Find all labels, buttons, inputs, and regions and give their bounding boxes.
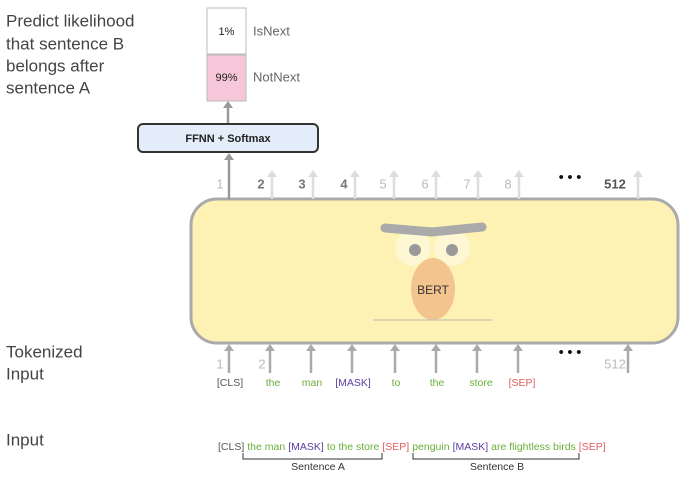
arrow-head (472, 344, 482, 351)
position-label: 1 (216, 356, 223, 371)
arrow-head (390, 344, 400, 351)
bracket (242, 453, 383, 460)
arrow-head (347, 344, 357, 351)
token: [CLS] (217, 377, 243, 389)
input-segment: [SEP] (579, 441, 606, 453)
output-label: IsNext (253, 23, 290, 38)
eye (409, 244, 421, 256)
caption-line: sentence A (6, 78, 91, 97)
position-label: 2 (258, 356, 265, 371)
output-box (206, 54, 247, 102)
arrow-head (473, 170, 483, 177)
output-value: 1% (219, 26, 235, 38)
position-label: 512 (604, 356, 626, 371)
output-label: NotNext (253, 69, 300, 84)
token: the (430, 377, 445, 389)
position-label: 6 (421, 176, 428, 191)
arrow-head (224, 344, 234, 351)
arrow-head (350, 170, 360, 177)
input-segment: to the store (327, 441, 380, 453)
arrow-head (514, 170, 524, 177)
arrow-head (265, 344, 275, 351)
caption-line: that sentence B (6, 34, 124, 53)
output-value: 99% (215, 72, 237, 84)
arrow-head (224, 153, 234, 160)
nose (411, 258, 455, 320)
section-label: Input (6, 364, 44, 383)
position-label: 7 (463, 176, 470, 191)
position-label: 5 (379, 176, 386, 191)
arrow-head (431, 170, 441, 177)
position-label: 8 (504, 176, 511, 191)
arrow-head (431, 344, 441, 351)
arrow-head (389, 170, 399, 177)
arrow-head (633, 170, 643, 177)
eyebrows (380, 222, 487, 237)
input-segment: penguin (412, 441, 450, 453)
bracket (412, 453, 580, 460)
classifier-box (137, 123, 319, 153)
section-label: Tokenized (6, 342, 83, 361)
sentence-label: Sentence A (291, 461, 345, 473)
output-box (206, 7, 247, 55)
token: store (469, 377, 493, 389)
input-sequence: [CLS] the man [MASK] to the store [SEP] pengu… (218, 441, 606, 453)
arrow-head (306, 344, 316, 351)
position-label: • • • (559, 169, 582, 185)
arrow-head (267, 170, 277, 177)
eye (446, 244, 458, 256)
position-label: • • • (559, 344, 582, 360)
input-segment: [MASK] (288, 441, 324, 453)
input-segment: [SEP] (382, 441, 409, 453)
sentence-label: Sentence B (470, 461, 524, 473)
arrow-head (308, 170, 318, 177)
model-label: BERT (417, 283, 449, 297)
caption-line: belongs after (6, 56, 105, 75)
position-label: 4 (340, 176, 348, 191)
input-segment: [CLS] (218, 441, 244, 453)
caption-line: Predict likelihood (6, 11, 135, 30)
input-segment: [MASK] (453, 441, 489, 453)
arrow-head (223, 101, 233, 108)
position-label: 512 (604, 176, 626, 191)
token: the (266, 377, 281, 389)
arrow-head (513, 344, 523, 351)
token: [MASK] (335, 377, 371, 389)
arrow-head (623, 344, 633, 351)
token: [SEP] (509, 377, 536, 389)
input-segment: are flightless birds (491, 441, 576, 453)
position-label: 1 (216, 176, 223, 191)
input-segment: the man (247, 441, 285, 453)
section-label: Input (6, 430, 44, 449)
position-label: 3 (298, 176, 305, 191)
token: to (392, 377, 401, 389)
position-label: 2 (257, 176, 264, 191)
classifier-label: FFNN + Softmax (185, 133, 271, 145)
token: man (302, 377, 323, 389)
